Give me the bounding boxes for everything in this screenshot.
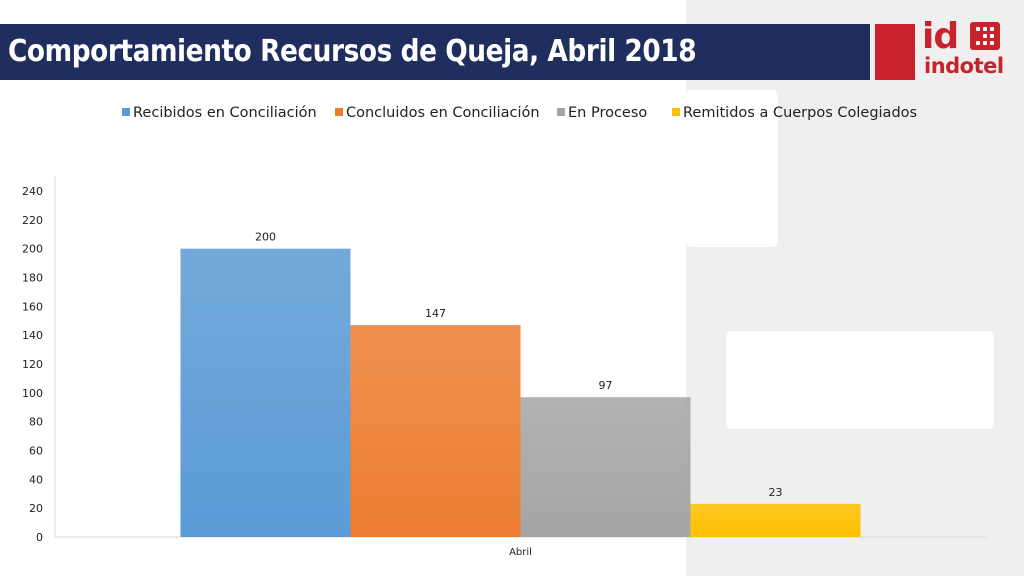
y-tick-label: 80 (29, 416, 43, 429)
data-label: 147 (425, 307, 446, 320)
bar-3 (520, 397, 691, 537)
bar-2 (350, 325, 521, 537)
legend-item-en-proceso: En Proceso (557, 105, 647, 125)
legend-item-concluidos: Concluidos en Conciliación (335, 105, 540, 125)
logo-id-text: id (922, 16, 959, 57)
legend-label: En Proceso (568, 105, 648, 121)
legend-swatch (335, 108, 343, 116)
legend-swatch (557, 108, 565, 116)
logo-grid-icon (970, 22, 1000, 50)
legend-swatch (122, 108, 130, 116)
title-bar: Comportamiento Recursos de Queja, Abril … (0, 24, 870, 80)
bar-4 (690, 503, 861, 537)
bar-1 (180, 248, 351, 537)
chart-legend: Recibidos en Conciliación Concluidos en … (0, 105, 1024, 125)
data-label: 97 (599, 379, 613, 392)
indotel-logo: id indotel (922, 16, 1006, 84)
y-tick-label: 240 (22, 185, 43, 198)
y-tick-label: 40 (29, 473, 43, 486)
background-card (686, 90, 778, 247)
y-tick-label: 140 (22, 329, 43, 342)
page-title: Comportamiento Recursos de Queja, Abril … (8, 34, 697, 69)
y-tick-label: 60 (29, 445, 43, 458)
legend-item-recibidos: Recibidos en Conciliación (122, 105, 317, 125)
y-tick-label: 0 (36, 531, 43, 544)
legend-label: Remitidos a Cuerpos Colegiados (683, 105, 918, 121)
legend-label: Recibidos en Conciliación (133, 105, 317, 121)
legend-label: Concluidos en Conciliación (346, 105, 540, 121)
background-card-middle (726, 331, 994, 429)
y-tick-label: 160 (22, 300, 43, 313)
data-label: 23 (769, 486, 783, 499)
x-tick-label: Abril (509, 547, 532, 558)
y-tick-label: 220 (22, 214, 43, 227)
y-tick-label: 200 (22, 243, 43, 256)
logo-wordmark: indotel (924, 54, 1004, 78)
y-tick-label: 100 (22, 387, 43, 400)
y-tick-label: 180 (22, 272, 43, 285)
data-label: 200 (255, 231, 276, 244)
y-tick-label: 120 (22, 358, 43, 371)
logo-red-block (875, 24, 915, 80)
y-tick-label: 20 (29, 502, 43, 515)
legend-item-remitidos: Remitidos a Cuerpos Colegiados (672, 105, 917, 125)
legend-swatch (672, 108, 680, 116)
